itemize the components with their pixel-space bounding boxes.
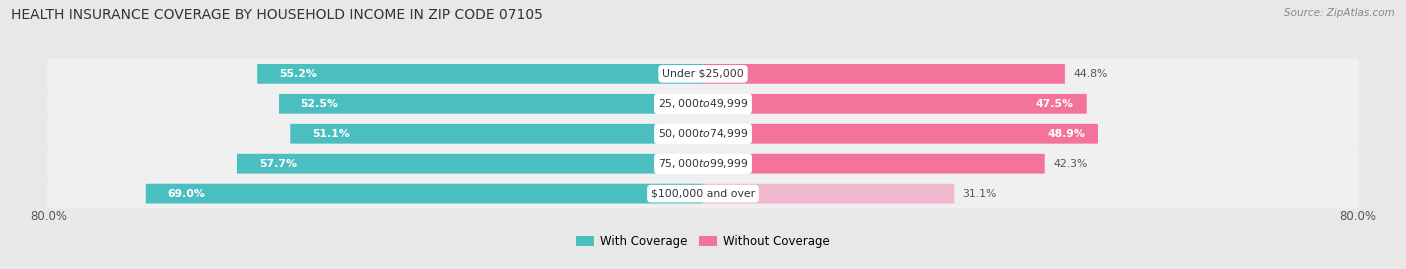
Text: 55.2%: 55.2%: [278, 69, 316, 79]
FancyBboxPatch shape: [48, 89, 1358, 119]
FancyBboxPatch shape: [290, 124, 703, 144]
Text: 44.8%: 44.8%: [1073, 69, 1108, 79]
Legend: With Coverage, Without Coverage: With Coverage, Without Coverage: [572, 230, 834, 253]
FancyBboxPatch shape: [278, 94, 703, 114]
Text: $100,000 and over: $100,000 and over: [651, 189, 755, 199]
FancyBboxPatch shape: [703, 184, 955, 204]
FancyBboxPatch shape: [48, 119, 1358, 149]
Text: Under $25,000: Under $25,000: [662, 69, 744, 79]
Text: 48.9%: 48.9%: [1047, 129, 1085, 139]
Text: 52.5%: 52.5%: [301, 99, 339, 109]
Text: 80.0%: 80.0%: [30, 210, 67, 224]
Text: 51.1%: 51.1%: [312, 129, 350, 139]
FancyBboxPatch shape: [703, 124, 1098, 144]
Text: $75,000 to $99,999: $75,000 to $99,999: [658, 157, 748, 170]
FancyBboxPatch shape: [146, 184, 703, 204]
FancyBboxPatch shape: [48, 149, 1358, 179]
Text: 69.0%: 69.0%: [167, 189, 205, 199]
Text: 42.3%: 42.3%: [1053, 159, 1087, 169]
Text: 57.7%: 57.7%: [259, 159, 297, 169]
Text: 47.5%: 47.5%: [1036, 99, 1074, 109]
FancyBboxPatch shape: [703, 154, 1045, 174]
Text: HEALTH INSURANCE COVERAGE BY HOUSEHOLD INCOME IN ZIP CODE 07105: HEALTH INSURANCE COVERAGE BY HOUSEHOLD I…: [11, 8, 543, 22]
Text: 80.0%: 80.0%: [1339, 210, 1376, 224]
FancyBboxPatch shape: [703, 94, 1087, 114]
Text: $25,000 to $49,999: $25,000 to $49,999: [658, 97, 748, 110]
Text: 31.1%: 31.1%: [963, 189, 997, 199]
Text: $50,000 to $74,999: $50,000 to $74,999: [658, 127, 748, 140]
FancyBboxPatch shape: [257, 64, 703, 84]
FancyBboxPatch shape: [238, 154, 703, 174]
FancyBboxPatch shape: [48, 179, 1358, 208]
FancyBboxPatch shape: [48, 59, 1358, 89]
FancyBboxPatch shape: [703, 64, 1064, 84]
Text: Source: ZipAtlas.com: Source: ZipAtlas.com: [1284, 8, 1395, 18]
